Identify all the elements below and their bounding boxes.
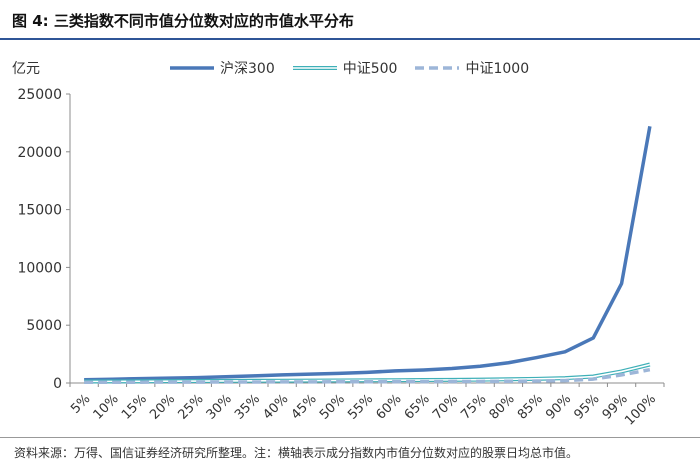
y-axis-unit-label: 亿元 [12, 61, 40, 77]
x-tick-label: 40% [260, 392, 291, 423]
legend-swatch-hs300 [170, 66, 214, 70]
x-tick-label: 45% [289, 392, 320, 423]
x-tick-label: 5% [68, 392, 93, 417]
x-tick-label: 35% [232, 392, 263, 423]
series-line-zz1000 [84, 367, 651, 385]
legend-item-hs300: 沪深300 [170, 58, 275, 78]
x-tick-label: 10% [91, 392, 122, 423]
x-tick-label: 100% [622, 392, 659, 429]
legend-label-zz500: 中证500 [342, 61, 398, 77]
x-tick-label: 50% [317, 392, 348, 423]
x-tick-label: 60% [374, 392, 405, 423]
y-tick-label: 10000 [17, 260, 62, 276]
y-tick-label: 0 [53, 376, 62, 392]
x-tick-label: 80% [487, 392, 518, 423]
line-chart: 05000100001500020000250005%10%15%20%25%3… [17, 87, 665, 429]
y-tick-label: 15000 [17, 203, 62, 219]
x-tick-label: 70% [430, 392, 461, 423]
legend-swatch-zz1000 [415, 66, 460, 70]
legend-label-hs300: 沪深300 [220, 61, 275, 77]
legend-item-zz500: 中证500 [292, 58, 398, 78]
x-tick-label: 65% [402, 392, 433, 423]
x-tick-label: 20% [147, 392, 178, 423]
y-tick-label: 25000 [17, 87, 62, 103]
figure-title-prefix: 图 4: [12, 12, 49, 30]
x-tick-label: 75% [458, 392, 489, 423]
legend-label-zz1000: 中证1000 [465, 61, 530, 77]
x-tick-label: 55% [345, 392, 376, 423]
series-line-hs300 [84, 126, 652, 382]
y-tick-label: 20000 [17, 145, 62, 161]
x-tick-label: 95% [572, 392, 603, 423]
x-tick-label: 25% [176, 392, 207, 423]
x-tick-label: 15% [119, 392, 150, 423]
source-note: 资料来源：万得、国信证券经济研究所整理。注：横轴表示成分指数内市值分位数对应的股… [0, 437, 700, 461]
x-tick-label: 30% [204, 392, 235, 423]
x-tick-label: 90% [543, 392, 574, 423]
x-tick-label: 85% [515, 392, 546, 423]
y-tick-label: 5000 [26, 318, 62, 334]
figure-title: 图 4: 三类指数不同市值分位数对应的市值水平分布 [0, 0, 700, 40]
legend-item-zz1000: 中证1000 [415, 58, 529, 78]
legend-swatch-zz500 [292, 66, 337, 70]
figure-title-text: 三类指数不同市值分位数对应的市值水平分布 [53, 12, 354, 30]
chart-legend: 沪深300 中证500 中证1000 [170, 58, 529, 78]
